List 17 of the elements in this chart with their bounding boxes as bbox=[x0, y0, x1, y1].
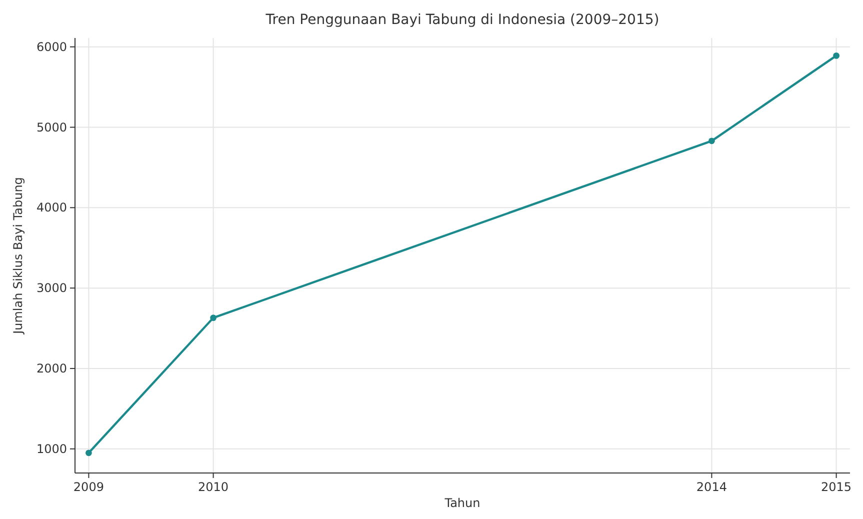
y-tick-label: 1000 bbox=[36, 442, 67, 456]
point bbox=[86, 450, 92, 456]
x-axis-title: Tahun bbox=[444, 496, 480, 510]
y-tick-label: 4000 bbox=[36, 200, 67, 215]
y-tick-label: 5000 bbox=[36, 120, 67, 134]
y-tick-label: 3000 bbox=[36, 281, 67, 296]
point bbox=[708, 138, 715, 144]
y-axis-title: Jumlah Siklus Bayi Tabung bbox=[11, 177, 25, 335]
y-tick-label: 6000 bbox=[36, 40, 67, 54]
x-tick-label: 2014 bbox=[696, 480, 727, 494]
y-tick-label: 2000 bbox=[36, 361, 67, 376]
x-tick-label: 2010 bbox=[198, 480, 229, 494]
point bbox=[833, 52, 840, 59]
x-tick-label: 2009 bbox=[73, 480, 104, 494]
x-tick-label: 2015 bbox=[821, 480, 852, 494]
point bbox=[210, 314, 217, 322]
chart-title: Tren Penggunaan Bayi Tabung di Indonesia (2009–2015) bbox=[264, 12, 660, 28]
